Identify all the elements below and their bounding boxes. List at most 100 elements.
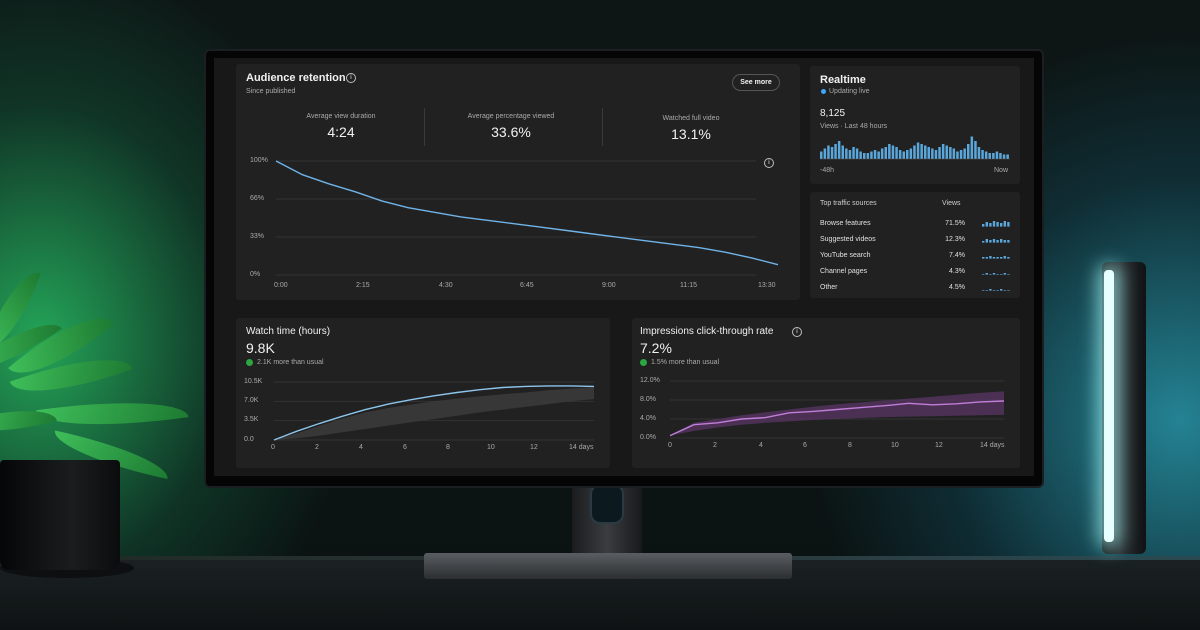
- traffic-sparkline-bar: [1000, 257, 1003, 259]
- realtime-title: Realtime: [820, 74, 866, 86]
- realtime-bar: [988, 153, 991, 159]
- realtime-bar: [938, 147, 941, 159]
- x-tick: 13:30: [758, 282, 776, 289]
- realtime-bar: [992, 153, 995, 159]
- x-tick: 0:00: [274, 282, 288, 289]
- realtime-bar: [827, 145, 830, 159]
- traffic-sparkline-bar: [992, 290, 996, 291]
- realtime-bar: [880, 148, 884, 159]
- realtime-bar: [884, 147, 887, 159]
- realtime-bar: [845, 148, 848, 159]
- traffic-sparkline-bar: [996, 290, 999, 291]
- realtime-bar: [902, 151, 905, 159]
- trend-up-icon: [246, 359, 253, 366]
- realtime-bar: [888, 144, 891, 159]
- ctr-delta: 1.5% more than usual: [651, 359, 720, 366]
- realtime-bar: [916, 142, 920, 159]
- ctr-card: Impressions click-through rate i 7.2% 1.…: [632, 318, 1020, 468]
- realtime-bar: [863, 153, 866, 159]
- x-tick: 8: [848, 442, 852, 449]
- ctr-title: Impressions click-through rate: [640, 326, 774, 337]
- x-tick: 6: [403, 444, 407, 451]
- realtime-bar: [974, 141, 977, 159]
- x-tick: 14 days: [569, 444, 594, 451]
- traffic-sparkline-bar: [985, 273, 988, 275]
- traffic-sparkline-bar: [1003, 290, 1006, 291]
- watch-time-line: [273, 385, 595, 441]
- retention-subtitle: Since published: [246, 88, 296, 95]
- watch-time-value: 9.8K: [246, 340, 275, 356]
- metric-divider: [424, 108, 425, 146]
- x-tick: 4: [759, 442, 763, 449]
- traffic-row-pct: 4.5%: [949, 284, 965, 291]
- traffic-sparkline-bar: [982, 257, 985, 259]
- traffic-row-label: YouTube search: [820, 252, 871, 259]
- light-bar-glow: [1104, 270, 1114, 542]
- realtime-bar: [959, 150, 963, 159]
- x-tick: 4: [359, 444, 363, 451]
- y-tick: 0%: [250, 271, 261, 278]
- realtime-bar: [1006, 154, 1009, 159]
- traffic-sparkline-bar: [992, 273, 996, 275]
- realtime-bar: [870, 151, 873, 159]
- info-icon[interactable]: i: [346, 73, 356, 83]
- traffic-sparkline-bar: [985, 290, 988, 291]
- realtime-bar: [873, 150, 877, 159]
- traffic-sources-card: Top traffic sources Views Browse feature…: [810, 192, 1020, 298]
- traffic-views-header: Views: [942, 200, 961, 207]
- realtime-bar: [999, 153, 1002, 159]
- realtime-bar: [952, 148, 956, 159]
- watch-time-card: Watch time (hours) 9.8K 2.1K more than u…: [236, 318, 610, 468]
- info-icon[interactable]: i: [792, 327, 802, 337]
- traffic-sparkline-bar: [1000, 223, 1003, 227]
- traffic-sparkline-bar: [996, 257, 999, 259]
- realtime-bar: [970, 136, 974, 159]
- x-tick: 2:15: [356, 282, 370, 289]
- typical-range-band: [670, 391, 1004, 436]
- traffic-sparkline-bar: [1007, 274, 1010, 275]
- traffic-sparkline-bar: [1000, 274, 1003, 275]
- traffic-row-label: Browse features: [820, 220, 871, 227]
- traffic-sparkline-bar: [996, 222, 999, 227]
- watch-time-delta: 2.1K more than usual: [257, 359, 324, 366]
- y-tick: 33%: [250, 233, 265, 240]
- traffic-sparkline-bar: [985, 239, 988, 243]
- realtime-bar: [895, 147, 898, 159]
- traffic-row-label: Channel pages: [820, 268, 868, 275]
- traffic-sparkline-bar: [989, 240, 992, 243]
- realtime-bar: [967, 144, 970, 159]
- traffic-sparkline-bar: [992, 239, 996, 243]
- y-tick: 4.0%: [640, 415, 656, 422]
- traffic-sparkline-bar: [1003, 221, 1006, 227]
- traffic-sparkline-bar: [1003, 256, 1006, 259]
- realtime-bar: [920, 144, 923, 159]
- realtime-bar: [855, 148, 859, 159]
- realtime-bar: [848, 150, 852, 159]
- traffic-sparkline-bar: [982, 290, 985, 291]
- see-more-button[interactable]: See more: [732, 74, 780, 91]
- realtime-caption: Views · Last 48 hours: [820, 123, 888, 130]
- retention-card: Audience retention i Since published See…: [236, 64, 800, 300]
- metric-label: Watched full video: [662, 115, 720, 122]
- x-tick: 0: [271, 444, 275, 451]
- x-tick: 8: [446, 444, 450, 451]
- x-tick: 12: [530, 444, 538, 451]
- y-tick: 0.0%: [640, 434, 656, 441]
- traffic-sparkline-bar: [1003, 273, 1006, 275]
- realtime-bar: [941, 144, 945, 159]
- traffic-sparklines: [982, 221, 1010, 291]
- traffic-sparkline-bar: [982, 274, 985, 275]
- y-tick: 0.0: [244, 436, 254, 443]
- traffic-sparkline-bar: [1007, 290, 1010, 291]
- realtime-x-start: -48h: [820, 167, 835, 174]
- realtime-bar: [866, 153, 870, 159]
- metric-divider: [602, 108, 603, 146]
- realtime-bar: [898, 150, 902, 159]
- x-tick: 6:45: [520, 282, 534, 289]
- realtime-bar: [995, 151, 999, 159]
- chart-info-icon[interactable]: i: [764, 158, 774, 168]
- metric-value: 4:24: [327, 124, 355, 140]
- traffic-sparkline-bar: [1000, 239, 1003, 243]
- y-tick: 12.0%: [640, 377, 660, 384]
- x-tick: 14 days: [980, 442, 1005, 449]
